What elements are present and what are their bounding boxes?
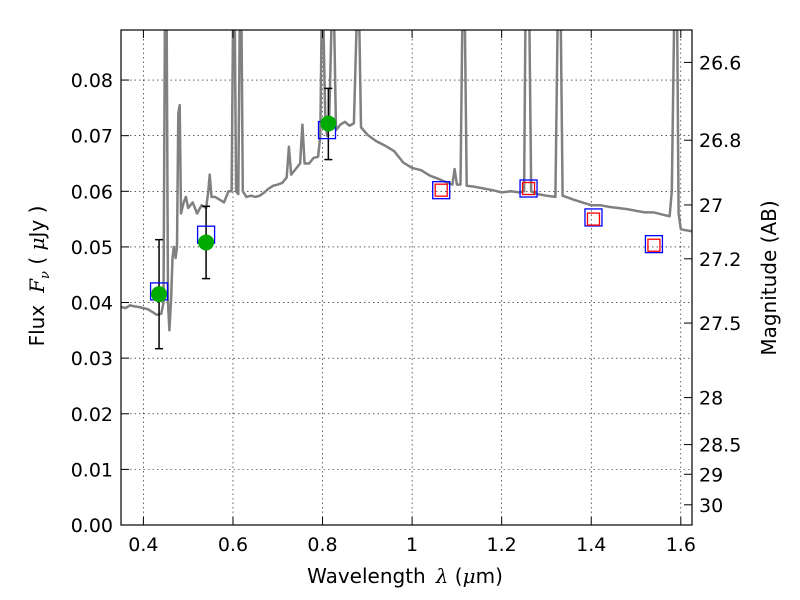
y2-tick-label: 28 <box>699 388 723 410</box>
y2-tick-label: 26.8 <box>699 130 741 152</box>
x-tick-label: 0.8 <box>307 534 337 556</box>
x-tick-label: 1.4 <box>576 534 606 556</box>
observed-flux-point <box>198 234 215 251</box>
grid-lines <box>121 30 692 525</box>
model-flux-square-blue <box>519 179 538 198</box>
model-flux-square-red <box>434 183 448 197</box>
y-tick-label: 0.06 <box>71 181 113 203</box>
y2-tick-label: 27.2 <box>699 249 741 271</box>
observed-flux-point <box>151 286 168 303</box>
y-tick-label: 0.08 <box>71 70 113 92</box>
plot-content <box>121 30 692 350</box>
axis-ticks: 0.4 0.6 0.8 1 1.2 1.4 1.6 0.00 0.01 0.02 0.03 0.04 0… <box>71 30 741 556</box>
observed-flux-point <box>320 115 337 132</box>
y-axis-label: FluxFν ( μJy ) <box>25 206 53 347</box>
model-flux-square-red <box>647 238 661 252</box>
y2-tick-label: 30 <box>699 495 723 517</box>
y-tick-label: 0.02 <box>71 404 113 426</box>
x-tick-label: 1.2 <box>487 534 517 556</box>
model-flux-square-red <box>521 181 536 196</box>
y2-tick-label: 27 <box>699 195 723 217</box>
y-tick-label: 0.07 <box>71 126 113 148</box>
model-flux-square-blue <box>584 208 603 227</box>
y-tick-label: 0.04 <box>71 293 113 315</box>
model-flux-square-red <box>586 212 601 226</box>
y2-tick-label: 29 <box>699 464 723 486</box>
model-flux-square-blue <box>644 234 664 254</box>
y-tick-label: 0.03 <box>71 348 113 370</box>
sed-model-line <box>121 30 692 332</box>
x-tick-label: 0.4 <box>128 534 158 556</box>
x-tick-label: 1.6 <box>666 534 696 556</box>
y-tick-label: 0.01 <box>71 459 113 481</box>
y2-tick-label: 26.6 <box>699 52 741 74</box>
y-tick-label: 0.00 <box>71 515 113 537</box>
x-tick-label: 0.6 <box>218 534 248 556</box>
y2-axis-label: Magnitude (AB) <box>757 200 781 355</box>
x-axis-label: Wavelength λ (μm) <box>307 564 503 588</box>
plot-frame <box>120 29 693 526</box>
y2-tick-label: 28.5 <box>699 435 741 457</box>
x-tick-label: 1 <box>406 534 418 556</box>
y-tick-label: 0.05 <box>71 237 113 259</box>
y2-tick-label: 27.5 <box>699 313 741 335</box>
model-flux-square-blue <box>432 181 451 200</box>
